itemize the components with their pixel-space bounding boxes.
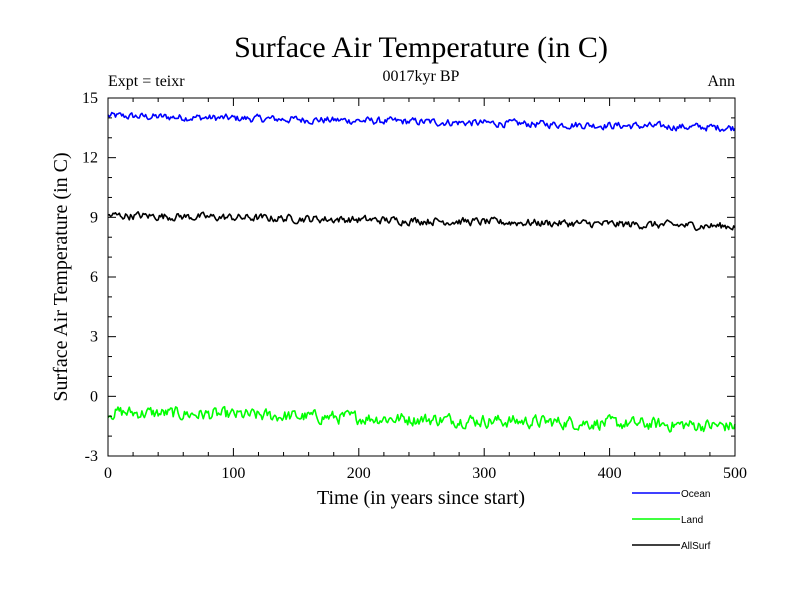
y-tick-label: 12	[82, 150, 98, 167]
y-tick-label: -3	[85, 448, 98, 465]
legend-label-allsurf: AllSurf	[681, 541, 711, 552]
y-axis-label: Surface Air Temperature (in C)	[50, 152, 72, 401]
legend: Ocean Land AllSurf	[632, 489, 711, 552]
y-tick-label: 3	[90, 329, 98, 346]
legend-label-ocean: Ocean	[681, 489, 710, 500]
experiment-label: Expt = teixr	[108, 73, 185, 90]
x-tick-label: 200	[347, 465, 371, 482]
legend-label-land: Land	[681, 515, 703, 526]
y-tick-label: 6	[90, 269, 98, 286]
x-axis-label: Time (in years since start)	[317, 487, 525, 509]
y-tick-label: 0	[90, 388, 98, 405]
series-layer	[107, 111, 736, 433]
x-tick-label: 400	[598, 465, 622, 482]
series-line-land	[107, 405, 736, 433]
x-tick-label: 500	[723, 465, 747, 482]
y-tick-label: 15	[82, 90, 98, 107]
x-tick-label: 300	[472, 465, 496, 482]
season-label: Ann	[707, 73, 735, 90]
chart-subtitle: 0017kyr BP	[383, 68, 460, 85]
series-line-allsurf	[107, 211, 736, 232]
series-line-ocean	[107, 111, 736, 133]
plot-frame	[107, 97, 736, 457]
x-tick-label: 100	[221, 465, 245, 482]
ticks-layer: 0 100 200 300 400 500 -3 0 3 6 9 12 15	[82, 90, 747, 482]
y-tick-label: 9	[90, 209, 98, 226]
chart-title: Surface Air Temperature (in C)	[234, 31, 608, 64]
x-tick-label: 0	[104, 465, 112, 482]
